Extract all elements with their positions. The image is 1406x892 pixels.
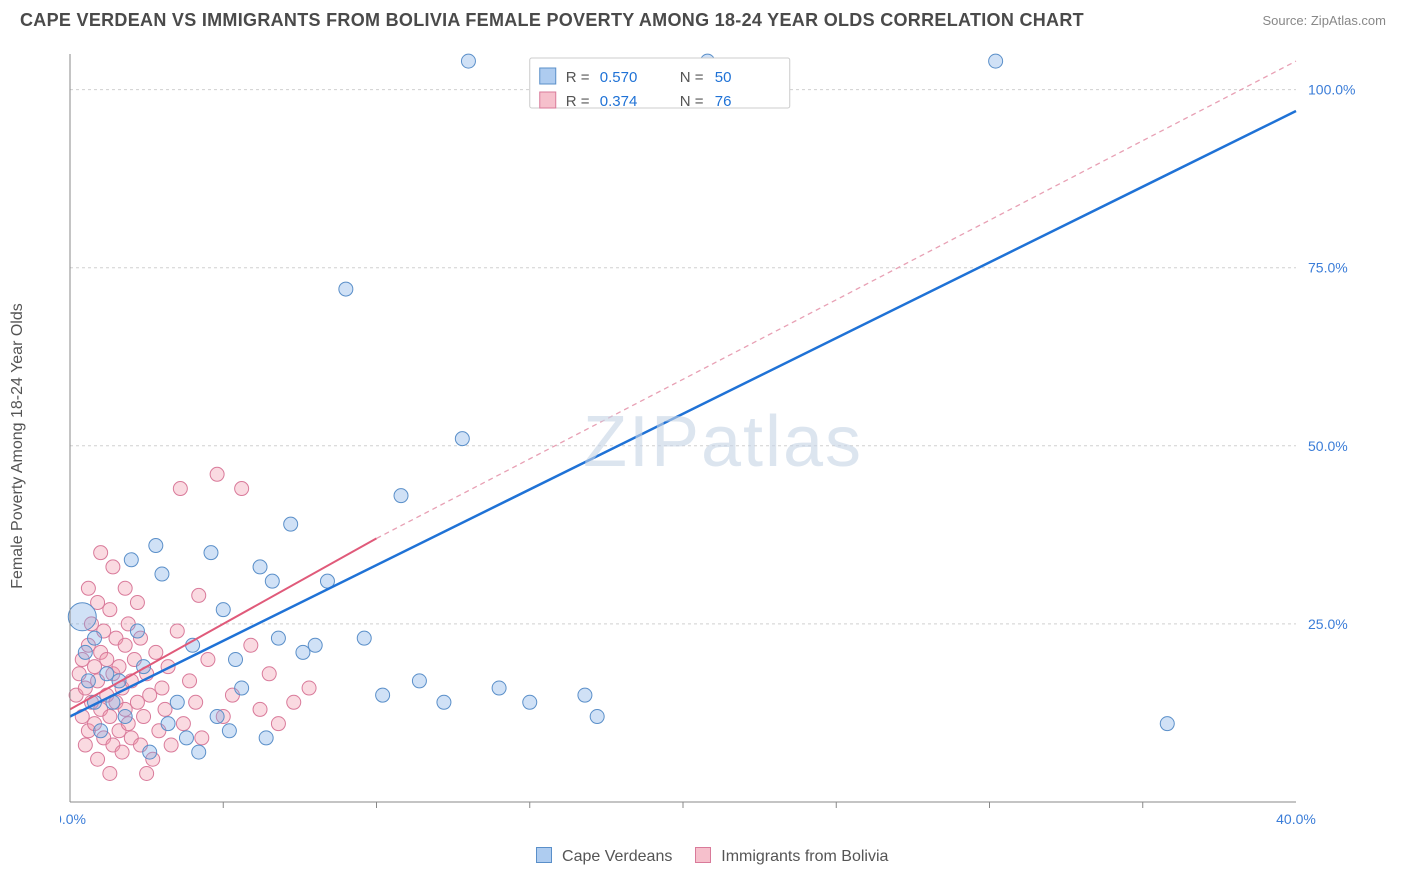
scatter-plot: ZIPatlas 25.0% 50.0% 75.0% 100.0% 0.0% 40.0%… [60, 46, 1386, 832]
watermark: ZIPatlas [583, 402, 863, 482]
svg-text:76: 76 [715, 93, 732, 110]
svg-text:50.0%: 50.0% [1308, 438, 1348, 454]
svg-text:N =: N = [680, 69, 704, 86]
y-axis-label: Female Poverty Among 18-24 Year Olds [9, 303, 27, 589]
chart-area: ZIPatlas 25.0% 50.0% 75.0% 100.0% 0.0% 40.0%… [60, 46, 1386, 832]
svg-text:R =: R = [566, 69, 590, 86]
y-tick-labels: 25.0% 50.0% 75.0% 100.0% [1308, 82, 1355, 632]
legend-label-blue: Cape Verdeans [562, 848, 672, 865]
legend-swatch-pink [695, 847, 711, 863]
svg-text:50: 50 [715, 69, 732, 86]
chart-title: CAPE VERDEAN VS IMMIGRANTS FROM BOLIVIA … [20, 10, 1084, 31]
svg-text:0.0%: 0.0% [60, 811, 86, 827]
chart-source: Source: ZipAtlas.com [1262, 13, 1386, 28]
chart-header: CAPE VERDEAN VS IMMIGRANTS FROM BOLIVIA … [0, 0, 1406, 39]
svg-text:40.0%: 40.0% [1276, 811, 1316, 827]
svg-text:R =: R = [566, 93, 590, 110]
series-legend: Cape Verdeans Immigrants from Bolivia [0, 847, 1406, 866]
correlation-legend: R = 0.570 N = 50 R = 0.374 N = 76 [530, 58, 790, 110]
svg-text:0.374: 0.374 [600, 93, 638, 110]
regression-lines [70, 61, 1296, 716]
svg-text:25.0%: 25.0% [1308, 616, 1348, 632]
svg-text:N =: N = [680, 93, 704, 110]
x-tick-labels: 0.0% 40.0% [60, 811, 1316, 827]
svg-text:0.570: 0.570 [600, 69, 638, 86]
svg-text:75.0%: 75.0% [1308, 260, 1348, 276]
legend-label-pink: Immigrants from Bolivia [721, 848, 888, 865]
svg-text:100.0%: 100.0% [1308, 82, 1355, 98]
legend-swatch-blue [536, 847, 552, 863]
